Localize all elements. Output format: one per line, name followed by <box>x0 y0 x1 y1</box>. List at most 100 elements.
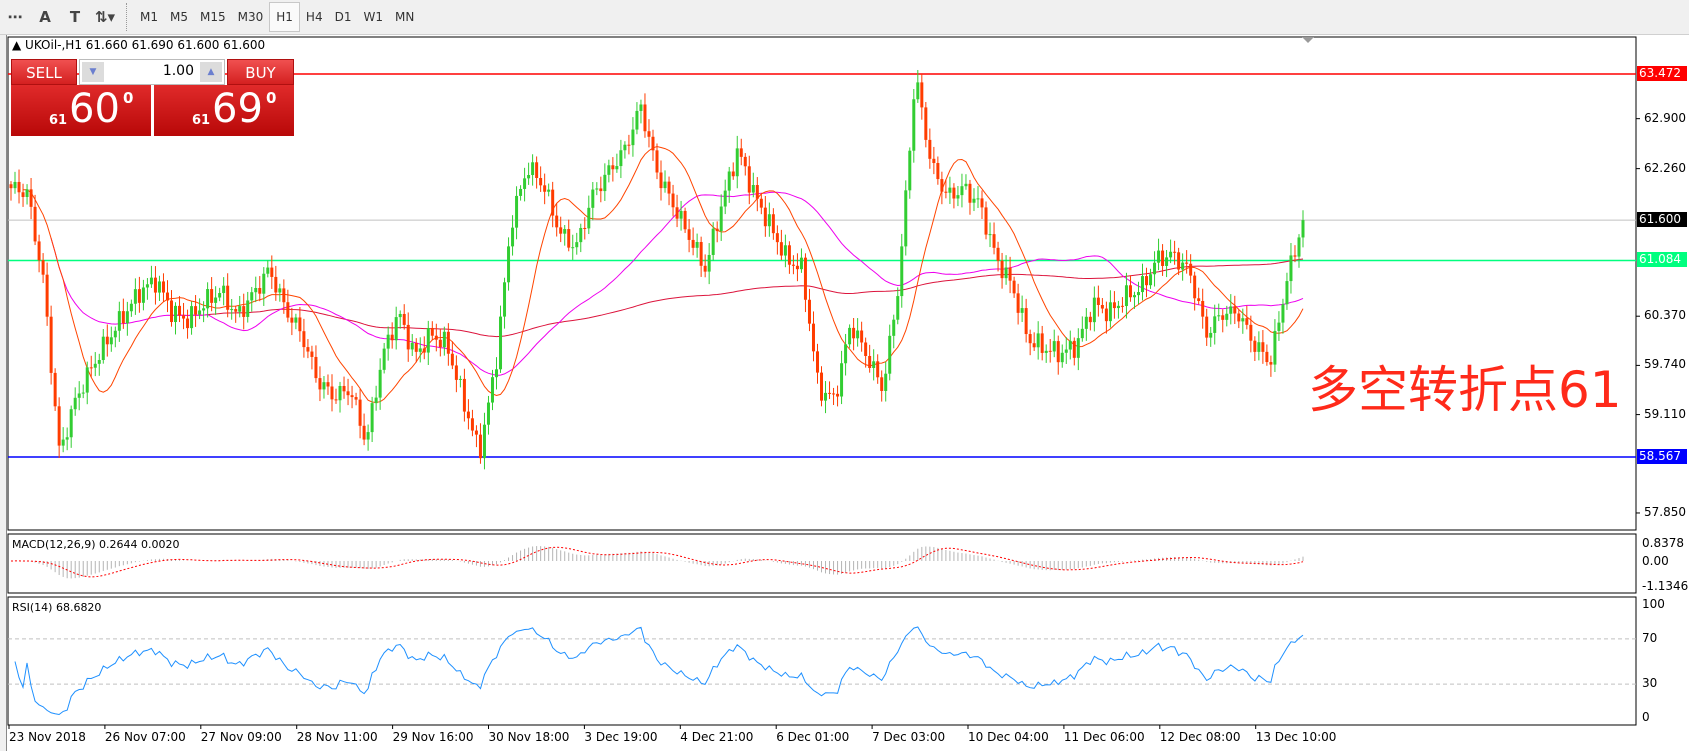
candle-body <box>567 229 571 248</box>
candle-body <box>767 214 771 227</box>
candle-body <box>1100 304 1104 309</box>
candle-body <box>462 378 466 412</box>
text-icon[interactable]: A <box>39 8 51 26</box>
candle-body <box>1269 362 1273 365</box>
lot-decrease-icon[interactable]: ▼ <box>82 62 104 82</box>
text-label-icon[interactable]: T <box>69 8 81 26</box>
toolbar-separator <box>126 3 128 31</box>
candle-body <box>165 292 169 301</box>
candle-body <box>635 110 639 130</box>
timeframe-h1[interactable]: H1 <box>269 2 300 32</box>
candle-body <box>527 175 531 179</box>
candle-body <box>1165 257 1169 266</box>
candle-body <box>378 369 382 398</box>
timeframe-m1[interactable]: M1 <box>140 10 158 24</box>
candle-body <box>470 418 474 431</box>
candle-body <box>418 348 422 352</box>
candle-body <box>97 360 101 364</box>
timeframe-d1[interactable]: D1 <box>334 10 352 24</box>
candle-body <box>141 287 145 303</box>
candle-body <box>474 430 478 435</box>
candle-body <box>149 277 153 285</box>
candle-body <box>454 365 458 380</box>
candle-body <box>1301 220 1305 238</box>
candle-body <box>803 257 807 300</box>
candle-body <box>442 331 446 348</box>
timeframe-w1[interactable]: W1 <box>363 10 383 24</box>
candle-body <box>1000 260 1004 279</box>
candle-body <box>1189 263 1193 276</box>
price-axis-label: 62.260 <box>1644 160 1686 175</box>
candle-body <box>1132 295 1136 298</box>
fibonacci-fan-icon[interactable]: ⋯ <box>7 8 23 26</box>
candle-body <box>1153 262 1157 275</box>
moving-average-line <box>171 258 1304 338</box>
arrows-icon[interactable]: ⇅▾ <box>94 8 116 26</box>
candle-body <box>828 392 832 394</box>
candle-body <box>1052 341 1056 352</box>
candle-body <box>214 297 218 303</box>
candle-body <box>25 189 29 197</box>
timeframe-m5[interactable]: M5 <box>170 10 188 24</box>
candle-body <box>639 104 643 111</box>
candle-body <box>1201 300 1205 317</box>
candle-body <box>65 437 69 440</box>
candle-body <box>342 386 346 392</box>
candle-body <box>17 181 21 193</box>
candle-body <box>366 432 370 440</box>
candle-body <box>976 198 980 200</box>
lot-increase-icon[interactable]: ▲ <box>200 62 222 82</box>
candle-body <box>659 172 663 189</box>
lot-size-input[interactable]: ▼ 1.00 ▲ <box>79 59 225 85</box>
candle-body <box>607 165 611 175</box>
candle-body <box>21 192 25 197</box>
timeframe-m30[interactable]: M30 <box>237 10 264 24</box>
candle-body <box>318 378 322 390</box>
timeframe-h4[interactable]: H4 <box>305 10 323 24</box>
candle-body <box>290 317 294 323</box>
candle-body <box>169 300 173 323</box>
timeframe-m15[interactable]: M15 <box>200 10 226 24</box>
buy-button[interactable]: BUY <box>227 59 294 85</box>
candle-body <box>1088 316 1092 323</box>
macd-axis-label: -1.1346 <box>1642 579 1689 593</box>
candle-body <box>414 342 418 352</box>
candle-body <box>1136 292 1140 296</box>
candle-body <box>791 264 795 266</box>
candle-body <box>1028 334 1032 344</box>
candle-body <box>109 337 113 345</box>
candle-body <box>346 391 350 396</box>
buy-price-big: 69 <box>212 86 263 132</box>
price-tag: 61.084 <box>1637 252 1687 268</box>
candle-body <box>904 190 908 247</box>
buy-price[interactable]: 61 69 0 <box>154 85 294 136</box>
candle-body <box>535 162 539 179</box>
candle-body <box>759 198 763 208</box>
lot-value[interactable]: 1.00 <box>162 63 194 79</box>
candle-body <box>1293 255 1297 257</box>
candle-body <box>1141 276 1145 293</box>
candle-body <box>1241 318 1245 322</box>
candle-body <box>266 267 270 274</box>
timeframe-mn[interactable]: MN <box>394 10 415 24</box>
sell-button[interactable]: SELL <box>11 59 77 85</box>
candle-body <box>944 191 948 193</box>
sell-price[interactable]: 61 60 0 <box>11 85 151 136</box>
candle-body <box>178 305 182 316</box>
candle-body <box>370 403 374 433</box>
candle-body <box>984 207 988 235</box>
candle-body <box>338 386 342 401</box>
time-axis-label: 26 Nov 07:00 <box>104 730 186 744</box>
rsi-label: RSI(14) 68.6820 <box>12 601 102 614</box>
candle-body <box>466 411 470 419</box>
candle-body <box>543 185 547 192</box>
candle-body <box>743 156 747 167</box>
candle-body <box>153 277 157 293</box>
candle-body <box>61 439 65 446</box>
candle-body <box>450 353 454 366</box>
candle-body <box>643 104 647 132</box>
time-axis-label: 6 Dec 01:00 <box>776 730 850 744</box>
chart-window[interactable] <box>6 35 1689 751</box>
candle-body <box>852 327 856 339</box>
